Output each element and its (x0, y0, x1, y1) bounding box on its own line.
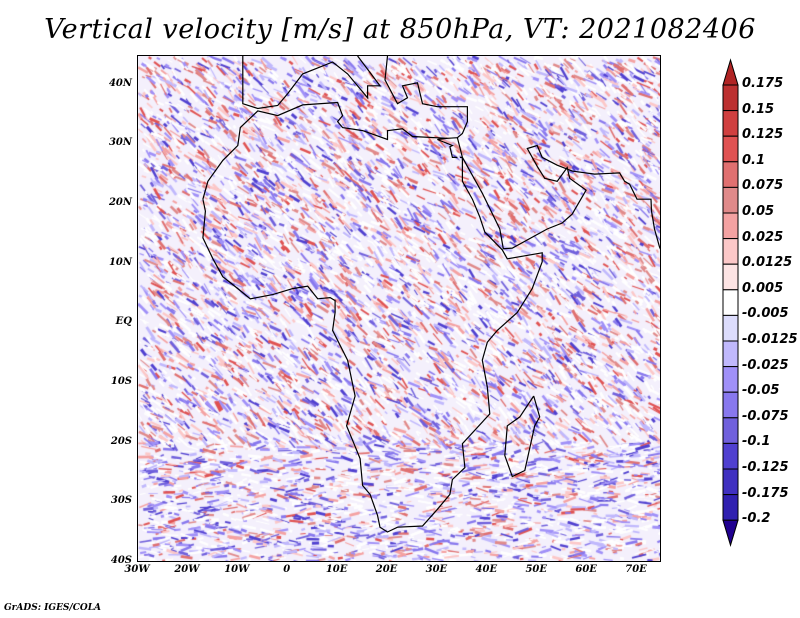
colorbar (722, 58, 739, 547)
colorbar-box (722, 84, 739, 112)
lat-label: 20S (110, 435, 132, 447)
lon-label: 40E (475, 564, 498, 575)
lat-label: 30S (110, 495, 132, 507)
colorbar-label: -0.025 (742, 357, 789, 373)
coastlines (202, 56, 660, 533)
lon-label: 20E (375, 564, 398, 575)
colorbar-box (722, 468, 739, 496)
colorbar-box (722, 263, 739, 291)
colorbar-box (722, 314, 739, 342)
lat-label: 40N (108, 77, 132, 89)
colorbar-label: 0.175 (742, 76, 784, 91)
colorbar-box (722, 417, 739, 444)
colorbar-label: 0.0125 (742, 255, 793, 271)
colorbar-box (722, 289, 739, 316)
coastline (202, 101, 543, 533)
colorbar-label: -0.005 (742, 306, 789, 322)
colorbar-box (722, 161, 739, 188)
colorbar-box (722, 442, 739, 470)
lon-label: 10E (325, 564, 348, 575)
colorbar-box (722, 494, 739, 521)
colorbar-box (722, 391, 739, 419)
colorbar-label: -0.05 (742, 383, 780, 399)
lat-label: EQ (115, 316, 132, 328)
colorbar-label: -0.075 (742, 408, 789, 424)
colorbar-box (722, 110, 739, 137)
coastline (384, 56, 468, 139)
colorbar-label: 0.075 (742, 178, 784, 194)
lon-label: 30E (425, 564, 448, 575)
lon-label: 60E (575, 564, 597, 575)
colorbar-bottom-triangle (722, 519, 739, 547)
lon-label: 50E (525, 564, 547, 575)
lon-label: 20W (174, 564, 200, 575)
colorbar-label: 0.05 (742, 204, 775, 219)
lat-label: 30N (108, 137, 132, 149)
coastline (242, 56, 382, 110)
colorbar-box (722, 366, 739, 393)
colorbar-label: -0.175 (742, 485, 789, 501)
colorbar-label: 0.125 (742, 127, 784, 143)
map-plot-area (137, 55, 661, 562)
colorbar-label: 0.15 (742, 101, 775, 117)
chart-title: Vertical velocity [m/s] at 850hPa, VT: 2… (44, 14, 756, 45)
lon-label: 30W (124, 564, 150, 575)
colorbar-box (722, 186, 739, 214)
lon-label: 10W (224, 564, 250, 575)
grads-credit: GrADS: IGES/COLA (4, 603, 102, 613)
colorbar-label: -0.2 (742, 511, 771, 527)
colorbar-label: 0.025 (742, 229, 784, 245)
colorbar-box (722, 340, 739, 368)
lat-label: 40S (110, 555, 132, 566)
colorbar-box (722, 135, 739, 163)
lon-label: 70E (625, 564, 647, 575)
coastline (459, 144, 660, 250)
colorbar-label: 0.005 (742, 280, 784, 296)
colorbar-box (722, 212, 739, 240)
colorbar-label: -0.1 (742, 434, 771, 450)
coastline (504, 395, 541, 478)
colorbar-top-triangle (722, 58, 739, 86)
lat-label: 10N (108, 256, 132, 268)
colorbar-label: -0.0125 (742, 332, 798, 347)
colorbar-box (722, 238, 739, 265)
lat-label: 10S (110, 376, 132, 388)
colorbar-label: 0.1 (742, 152, 766, 168)
colorbar-label: -0.125 (742, 460, 789, 475)
lat-label: 20N (108, 197, 132, 209)
coastline (437, 137, 458, 159)
lon-label: 0 (283, 564, 291, 575)
vertical-velocity-field (138, 56, 660, 561)
